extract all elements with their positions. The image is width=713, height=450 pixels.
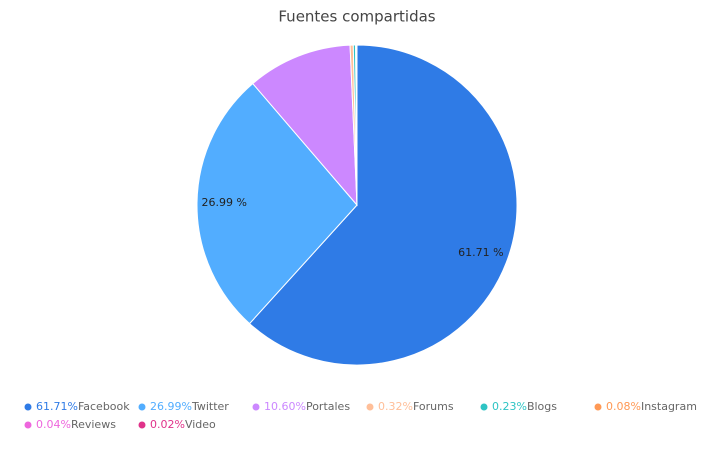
data-label: 26.99 % — [201, 196, 246, 209]
legend-marker — [480, 403, 488, 411]
legend-label: Twitter — [191, 400, 229, 413]
legend-label: Portales — [306, 400, 350, 413]
legend-marker — [252, 403, 260, 411]
legend-value: 0.32% — [378, 400, 413, 413]
legend-value: 0.23% — [492, 400, 527, 413]
chart-title: Fuentes compartidas — [278, 8, 435, 26]
legend-marker — [366, 403, 374, 411]
legend-value: 10.60% — [264, 400, 306, 413]
legend-value: 61.71% — [36, 400, 78, 413]
legend-marker — [24, 403, 32, 411]
legend-value: 0.08% — [606, 400, 641, 413]
legend-label: Forums — [413, 400, 454, 413]
pie-slice — [196, 82, 358, 325]
legend-marker — [594, 403, 602, 411]
legend-label: Blogs — [527, 400, 557, 413]
legend-label: Facebook — [78, 400, 130, 413]
legend-label: Instagram — [641, 400, 697, 413]
data-label: 61.71 % — [458, 246, 503, 259]
legend-value: 26.99% — [150, 400, 192, 413]
legend-value: 0.04% — [36, 418, 71, 431]
pie-slice — [252, 44, 358, 207]
pie-slice — [248, 44, 518, 366]
legend-marker — [24, 421, 32, 429]
legend-label: Reviews — [71, 418, 116, 431]
legend-value: 0.02% — [150, 418, 185, 431]
legend-label: Video — [185, 418, 216, 431]
legend-marker — [138, 403, 146, 411]
legend-marker — [138, 421, 146, 429]
